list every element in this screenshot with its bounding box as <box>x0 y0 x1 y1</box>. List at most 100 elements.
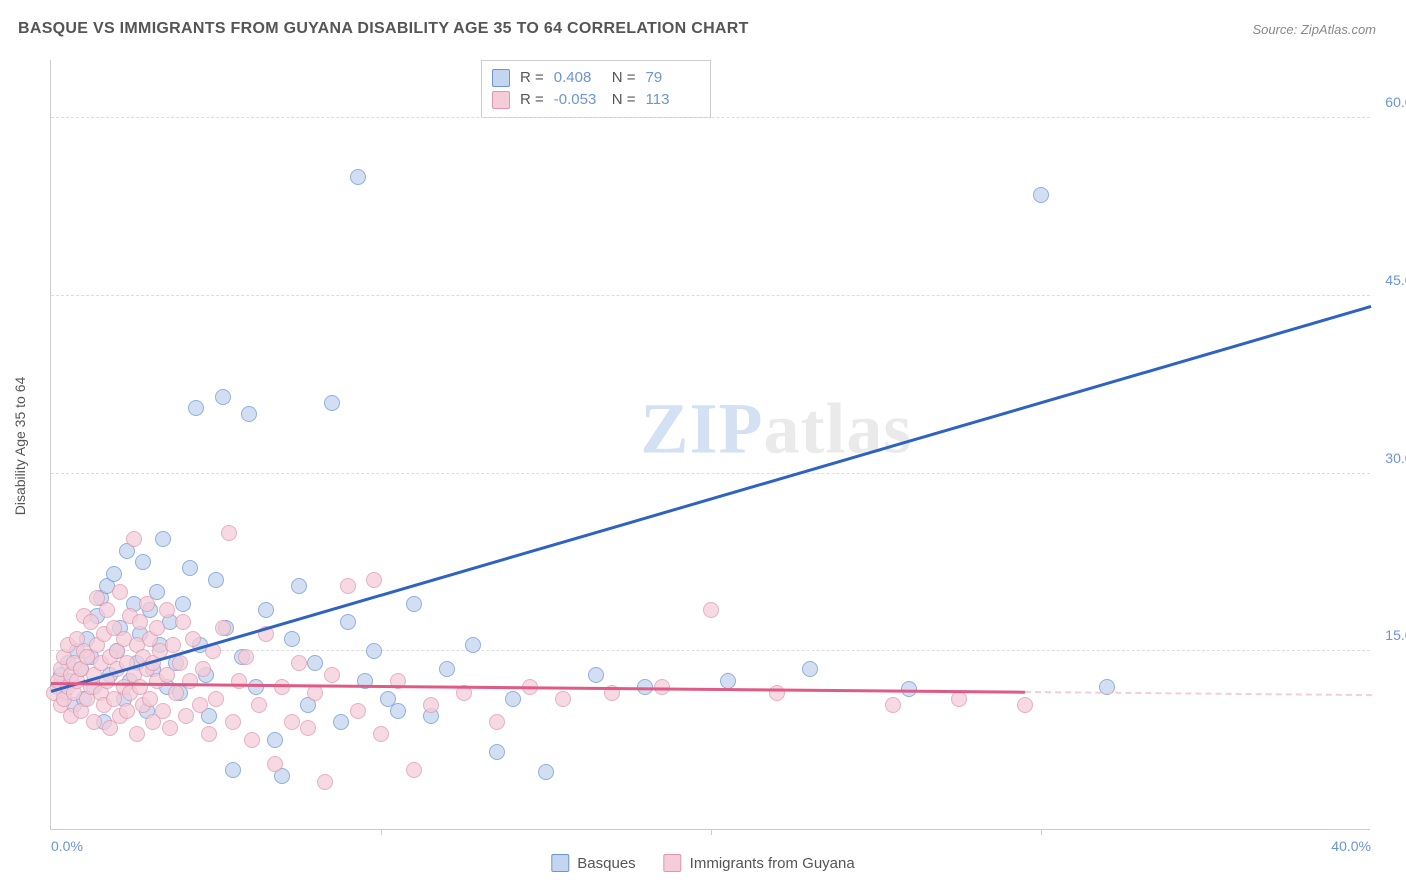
scatter-point <box>284 631 300 647</box>
legend-r-value: -0.053 <box>554 89 602 111</box>
scatter-point <box>333 714 349 730</box>
watermark-atlas: atlas <box>763 389 912 469</box>
scatter-point <box>340 578 356 594</box>
scatter-point <box>267 732 283 748</box>
chart-title: BASQUE VS IMMIGRANTS FROM GUYANA DISABIL… <box>18 20 749 38</box>
scatter-point <box>465 637 481 653</box>
scatter-point <box>178 708 194 724</box>
scatter-point <box>885 697 901 713</box>
legend-row: R =0.408N =79 <box>492 67 694 89</box>
scatter-point <box>423 697 439 713</box>
scatter-point <box>215 389 231 405</box>
scatter-point <box>221 525 237 541</box>
scatter-point <box>155 703 171 719</box>
scatter-point <box>83 614 99 630</box>
scatter-point <box>366 572 382 588</box>
scatter-point <box>225 762 241 778</box>
x-tick-label: 40.0% <box>1331 838 1371 854</box>
scatter-point <box>149 620 165 636</box>
legend-n-value: 79 <box>646 67 694 89</box>
y-tick-label: 60.0% <box>1385 94 1406 110</box>
watermark-zip: ZIP <box>640 389 763 469</box>
x-tick <box>711 829 712 835</box>
legend-item: Immigrants from Guyana <box>664 854 855 872</box>
source-label: Source: ZipAtlas.com <box>1252 22 1376 37</box>
scatter-point <box>350 169 366 185</box>
trend-line <box>51 682 1025 693</box>
scatter-point <box>159 602 175 618</box>
x-tick-label: 0.0% <box>51 838 83 854</box>
scatter-point <box>238 649 254 665</box>
scatter-point <box>99 602 115 618</box>
legend-n-label: N = <box>612 89 636 111</box>
scatter-point <box>175 596 191 612</box>
scatter-point <box>155 531 171 547</box>
trend-line-dashed <box>1024 691 1371 696</box>
scatter-point <box>720 673 736 689</box>
scatter-point <box>769 685 785 701</box>
scatter-point <box>192 697 208 713</box>
scatter-point <box>244 732 260 748</box>
legend-swatch <box>492 91 510 109</box>
scatter-point <box>142 691 158 707</box>
legend-swatch <box>664 854 682 872</box>
scatter-point <box>366 643 382 659</box>
scatter-point <box>267 756 283 772</box>
scatter-point <box>182 560 198 576</box>
scatter-point <box>350 703 366 719</box>
scatter-point <box>215 620 231 636</box>
chart-plot-area: ZIPatlas R =0.408N =79R =-0.053N =113 15… <box>50 60 1370 830</box>
series-legend: BasquesImmigrants from Guyana <box>551 854 854 872</box>
scatter-point <box>291 655 307 671</box>
x-tick <box>1041 829 1042 835</box>
scatter-point <box>951 691 967 707</box>
y-tick-label: 45.0% <box>1385 272 1406 288</box>
legend-row: R = -0.053 N = 113 <box>492 89 694 111</box>
scatter-point <box>317 774 333 790</box>
scatter-point <box>112 584 128 600</box>
scatter-point <box>175 614 191 630</box>
gridline-h <box>51 117 1370 118</box>
legend-n-value: 113 <box>646 89 694 111</box>
scatter-point <box>406 596 422 612</box>
y-axis-title: Disability Age 35 to 64 <box>12 377 28 516</box>
scatter-point <box>1033 187 1049 203</box>
scatter-point <box>172 655 188 671</box>
correlation-legend: R =0.408N =79R = -0.053 N = 113 <box>481 60 711 118</box>
scatter-point <box>340 614 356 630</box>
scatter-point <box>802 661 818 677</box>
scatter-point <box>291 578 307 594</box>
scatter-point <box>86 714 102 730</box>
legend-r-label: R = <box>520 89 544 111</box>
scatter-point <box>1017 697 1033 713</box>
scatter-point <box>225 714 241 730</box>
legend-swatch <box>551 854 569 872</box>
gridline-h <box>51 295 1370 296</box>
legend-label: Immigrants from Guyana <box>690 855 855 872</box>
x-tick <box>381 829 382 835</box>
gridline-h <box>51 473 1370 474</box>
scatter-point <box>208 572 224 588</box>
scatter-point <box>489 714 505 730</box>
scatter-point <box>489 744 505 760</box>
legend-r-value: 0.408 <box>554 67 602 89</box>
scatter-point <box>119 703 135 719</box>
scatter-point <box>182 673 198 689</box>
scatter-point <box>373 726 389 742</box>
trend-line <box>51 305 1372 692</box>
scatter-point <box>185 631 201 647</box>
y-tick-label: 15.0% <box>1385 627 1406 643</box>
scatter-point <box>505 691 521 707</box>
legend-swatch <box>492 69 510 87</box>
scatter-point <box>406 762 422 778</box>
scatter-point <box>258 602 274 618</box>
scatter-point <box>588 667 604 683</box>
scatter-point <box>195 661 211 677</box>
scatter-point <box>307 685 323 701</box>
scatter-point <box>132 614 148 630</box>
scatter-point <box>165 637 181 653</box>
scatter-point <box>390 703 406 719</box>
scatter-point <box>703 602 719 618</box>
scatter-point <box>274 679 290 695</box>
scatter-point <box>139 596 155 612</box>
